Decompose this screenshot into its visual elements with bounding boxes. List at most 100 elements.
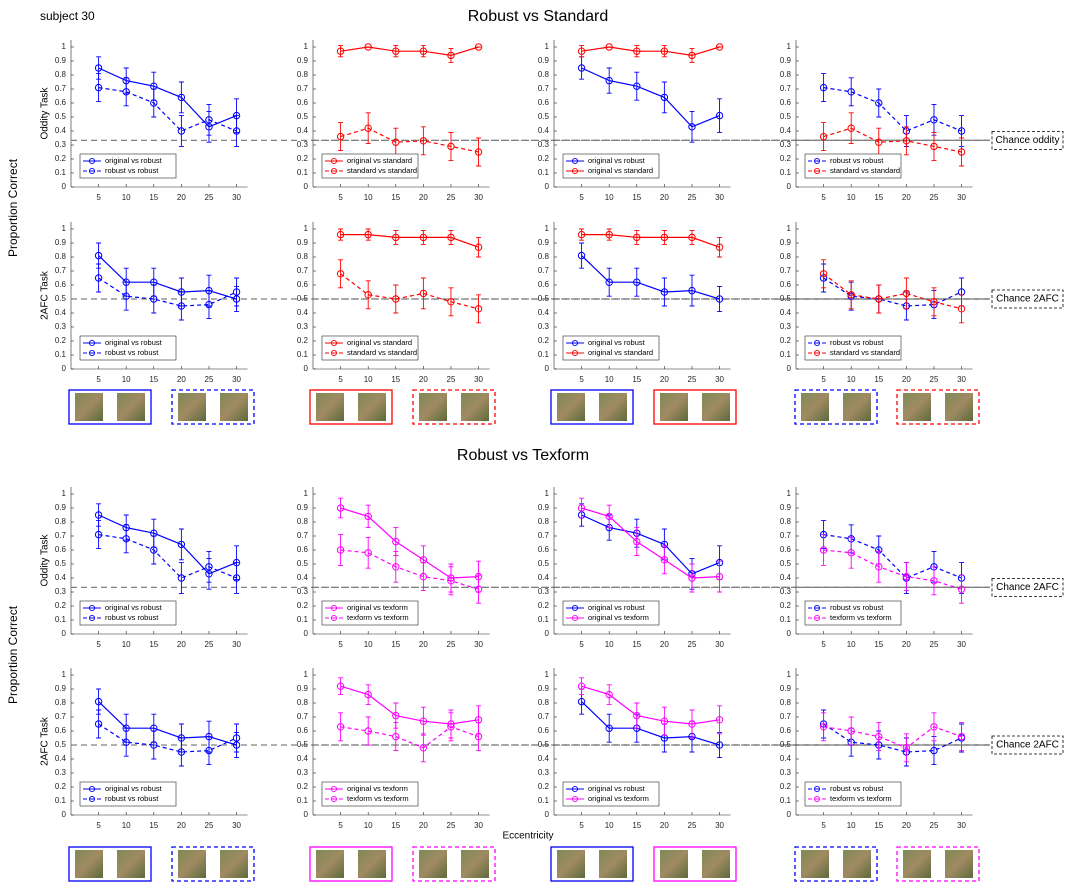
error-bar xyxy=(124,525,129,553)
y-tick-label: 0 xyxy=(62,810,67,819)
legend-label: texform vs texform xyxy=(830,613,892,622)
section-title: Robust vs Standard xyxy=(468,8,609,25)
y-tick-label: 1 xyxy=(304,42,309,51)
y-tick-label: 0.8 xyxy=(538,70,550,79)
y-tick-label: 0 xyxy=(787,182,792,191)
y-tick-label: 0.1 xyxy=(780,796,792,805)
legend-label: robust vs robust xyxy=(105,348,159,357)
y-tick-label: 0.2 xyxy=(297,601,309,610)
series-line xyxy=(582,515,720,574)
stimulus-image xyxy=(702,393,730,421)
x-tick-label: 30 xyxy=(957,821,966,830)
series-line xyxy=(99,278,237,306)
stimulus-image xyxy=(419,850,447,878)
stimulus-image xyxy=(945,850,973,878)
y-tick-label: 0.3 xyxy=(55,768,67,777)
x-tick-label: 15 xyxy=(874,375,883,384)
series-line xyxy=(582,256,720,299)
legend-label: original vs robust xyxy=(588,156,646,165)
y-axis-label: 2AFC Task xyxy=(40,716,51,766)
y-tick-label: 0.6 xyxy=(55,280,67,289)
legend-label: original vs standard xyxy=(347,338,412,347)
y-tick-label: 0 xyxy=(787,364,792,373)
section-title: Robust vs Texform xyxy=(457,447,589,464)
y-tick-label: 0.3 xyxy=(538,768,550,777)
x-tick-label: 10 xyxy=(122,640,131,649)
stimulus-image xyxy=(75,393,103,421)
y-tick-label: 0.9 xyxy=(780,238,792,247)
x-tick-label: 15 xyxy=(632,640,641,649)
y-tick-label: 0.4 xyxy=(55,573,67,582)
x-tick-label: 25 xyxy=(688,375,697,384)
y-tick-label: 0.1 xyxy=(538,615,550,624)
y-tick-label: 0.1 xyxy=(780,350,792,359)
x-axis-label: Eccentricity xyxy=(502,831,553,842)
stimulus-image xyxy=(557,393,585,421)
error-bar xyxy=(234,116,239,147)
error-bar xyxy=(393,723,398,751)
legend-label: original vs robust xyxy=(105,603,163,612)
x-tick-label: 30 xyxy=(232,821,241,830)
error-bar xyxy=(931,104,936,135)
x-tick-label: 10 xyxy=(847,640,856,649)
y-tick-label: 0.4 xyxy=(780,754,792,763)
error-bar xyxy=(151,89,156,117)
y-tick-label: 0 xyxy=(304,182,309,191)
x-tick-label: 15 xyxy=(874,193,883,202)
x-tick-label: 20 xyxy=(419,375,428,384)
stimulus-image xyxy=(461,393,489,421)
error-bar xyxy=(876,89,881,117)
y-tick-label: 0.1 xyxy=(538,350,550,359)
x-tick-label: 10 xyxy=(847,821,856,830)
y-tick-label: 0.8 xyxy=(780,252,792,261)
x-tick-label: 20 xyxy=(902,193,911,202)
y-tick-label: 0.7 xyxy=(297,531,309,540)
y-tick-label: 0.5 xyxy=(55,294,67,303)
x-tick-label: 20 xyxy=(419,640,428,649)
x-tick-label: 10 xyxy=(122,193,131,202)
chance-label: Chance oddity xyxy=(996,135,1060,146)
series-line xyxy=(824,724,962,752)
error-bar xyxy=(579,57,584,79)
y-tick-label: 0.5 xyxy=(780,559,792,568)
y-tick-label: 0.8 xyxy=(55,252,67,261)
y-tick-label: 0.5 xyxy=(538,112,550,121)
error-bar xyxy=(849,113,854,144)
y-tick-label: 0 xyxy=(787,810,792,819)
x-tick-label: 15 xyxy=(632,193,641,202)
x-tick-label: 5 xyxy=(96,193,101,202)
x-tick-label: 10 xyxy=(605,640,614,649)
y-tick-label: 0.6 xyxy=(538,726,550,735)
y-tick-label: 0.3 xyxy=(55,587,67,596)
x-tick-label: 5 xyxy=(96,821,101,830)
error-bar xyxy=(179,563,184,594)
y-tick-label: 0.1 xyxy=(55,350,67,359)
y-tick-label: 0.4 xyxy=(55,308,67,317)
y-tick-label: 0.6 xyxy=(780,726,792,735)
y-tick-label: 0 xyxy=(545,182,550,191)
y-tick-label: 1 xyxy=(62,224,67,233)
stimulus-image xyxy=(903,850,931,878)
y-tick-label: 0 xyxy=(62,629,67,638)
y-tick-label: 1 xyxy=(545,670,550,679)
y-tick-label: 0.8 xyxy=(538,698,550,707)
y-tick-label: 0.6 xyxy=(297,726,309,735)
y-tick-label: 0.9 xyxy=(780,503,792,512)
y-tick-label: 0.5 xyxy=(297,740,309,749)
x-tick-label: 5 xyxy=(821,193,826,202)
stimulus-image xyxy=(461,850,489,878)
legend-label: robust vs robust xyxy=(830,784,884,793)
y-tick-label: 0.2 xyxy=(538,154,550,163)
legend-label: original vs robust xyxy=(105,156,163,165)
legend-label: original vs robust xyxy=(105,784,163,793)
y-tick-label: 0.3 xyxy=(297,322,309,331)
y-axis-label: Oddity Task xyxy=(40,86,51,139)
y-tick-label: 0 xyxy=(545,364,550,373)
series-line xyxy=(341,235,479,248)
y-tick-label: 0.8 xyxy=(538,517,550,526)
y-tick-label: 0.7 xyxy=(780,84,792,93)
y-tick-label: 0.5 xyxy=(55,112,67,121)
y-tick-label: 0.3 xyxy=(538,322,550,331)
legend-label: original vs standard xyxy=(588,166,653,175)
x-tick-label: 25 xyxy=(447,193,456,202)
